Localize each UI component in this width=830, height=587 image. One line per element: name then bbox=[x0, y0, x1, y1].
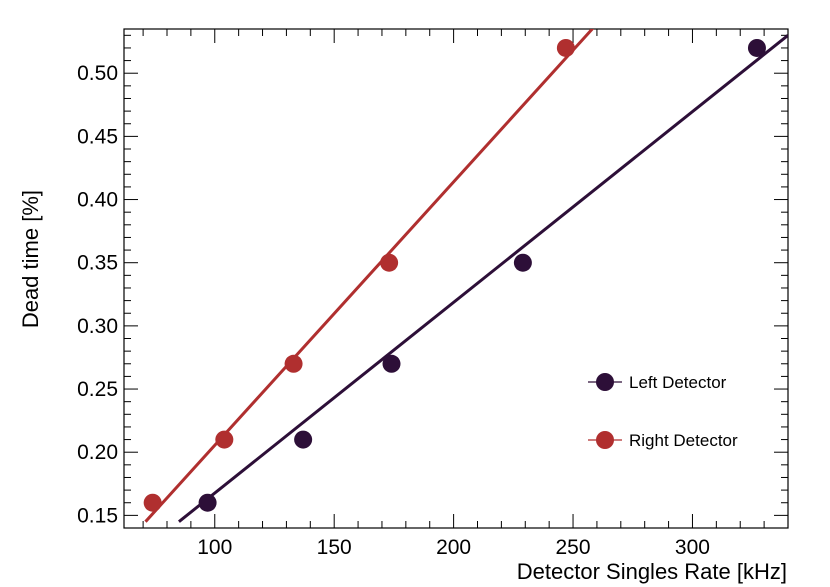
x-tick-label: 250 bbox=[556, 536, 591, 559]
y-tick-label: 0.15 bbox=[77, 504, 118, 527]
legend-marker bbox=[596, 373, 614, 391]
legend-label: Right Detector bbox=[629, 431, 738, 450]
y-tick-label: 0.20 bbox=[77, 441, 118, 464]
data-point bbox=[556, 38, 575, 57]
data-point bbox=[198, 493, 217, 512]
legend-marker bbox=[596, 431, 614, 449]
y-tick-label: 0.35 bbox=[77, 252, 118, 275]
fit-line bbox=[144, 29, 595, 523]
legend: Left Detector Right Detector bbox=[588, 373, 738, 450]
data-point bbox=[380, 253, 399, 272]
plot-frame bbox=[123, 28, 789, 529]
data-point bbox=[294, 430, 313, 449]
y-axis-label: Dead time [%] bbox=[18, 190, 43, 328]
data-points bbox=[143, 38, 766, 512]
fit-line bbox=[177, 34, 788, 523]
data-point bbox=[382, 354, 401, 373]
x-tick-label: 150 bbox=[317, 536, 352, 559]
data-point bbox=[284, 354, 303, 373]
y-tick-label: 0.30 bbox=[77, 315, 118, 338]
x-tick-label: 200 bbox=[436, 536, 471, 559]
data-point bbox=[215, 430, 234, 449]
y-tick-label: 0.40 bbox=[77, 189, 118, 212]
y-tick-label: 0.25 bbox=[77, 378, 118, 401]
axes: 100 150 200 250 300 0.15 0.20 0.25 0.30 0.35 0.40 0… bbox=[77, 28, 789, 559]
x-axis-label: Detector Singles Rate [kHz] bbox=[517, 559, 787, 584]
y-tick-label: 0.50 bbox=[77, 62, 118, 85]
x-tick-label: 100 bbox=[197, 536, 232, 559]
data-point bbox=[513, 253, 532, 272]
data-point bbox=[747, 38, 766, 57]
legend-label: Left Detector bbox=[629, 373, 727, 392]
x-tick-label: 300 bbox=[675, 536, 710, 559]
y-tick-label: 0.45 bbox=[77, 125, 118, 148]
data-point bbox=[143, 493, 162, 512]
